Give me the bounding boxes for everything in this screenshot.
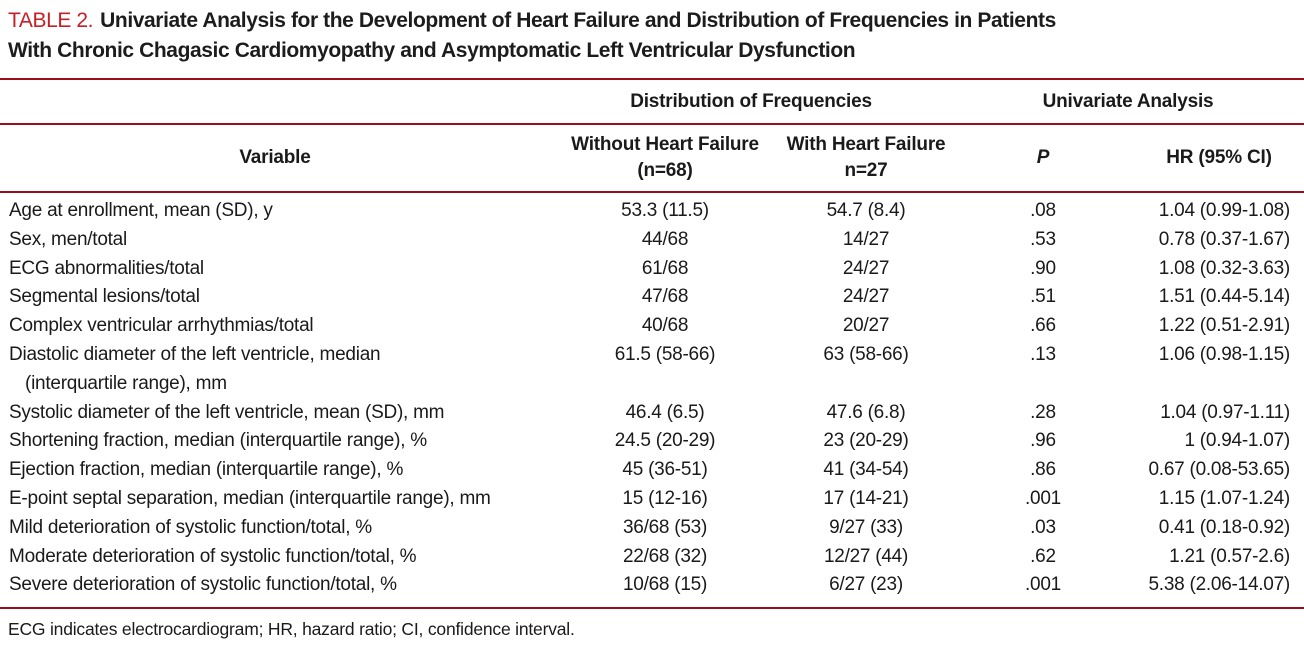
column-header-without-hf: Without Heart Failure (n=68) <box>550 124 780 193</box>
variable-cell: Diastolic diameter of the left ventricle… <box>9 343 381 394</box>
table-footnote: ECG indicates electrocardiogram; HR, haz… <box>8 619 575 640</box>
without-hf-cell: 61/68 <box>641 257 689 279</box>
with-hf-cell: 41 (34-54) <box>823 459 909 481</box>
group-header-distribution: Distribution of Frequencies <box>550 79 952 125</box>
with-hf-cell: 24/27 <box>842 257 890 279</box>
variable-cell: Systolic diameter of the left ventricle,… <box>9 401 445 423</box>
hr-ci-cell: 1.08 (0.32-3.63) <box>1158 257 1290 279</box>
variable-cell: E-point septal separation, median (inter… <box>9 487 491 509</box>
without-hf-cell: 47/68 <box>641 286 689 308</box>
variable-cell: Ejection fraction, median (interquartile… <box>9 459 404 481</box>
table-header: Distribution of Frequencies Univariate A… <box>0 79 1304 193</box>
p-value-cell: .53 <box>1030 228 1056 250</box>
hr-ci-cell: 1.15 (1.07-1.24) <box>1158 487 1290 509</box>
variable-cell: Complex ventricular arrhythmias/total <box>9 315 314 337</box>
table-row: Segmental lesions/total 47/68 24/27 .51 … <box>0 283 1304 312</box>
with-hf-cell: 23 (20-29) <box>823 430 909 452</box>
with-hf-cell: 47.6 (6.8) <box>826 401 906 423</box>
without-hf-cell: 36/68 (53) <box>622 516 708 538</box>
with-hf-cell: 12/27 (44) <box>823 545 909 567</box>
with-hf-cell: 17 (14-21) <box>823 487 909 509</box>
table-body: Age at enrollment, mean (SD), y 53.3 (11… <box>0 192 1304 608</box>
without-hf-cell: 24.5 (20-29) <box>614 430 716 452</box>
p-value-cell: .001 <box>1025 574 1061 596</box>
table-number-label: TABLE 2. <box>8 9 94 32</box>
group-header-row: Distribution of Frequencies Univariate A… <box>0 79 1304 125</box>
table-row: E-point septal separation, median (inter… <box>0 485 1304 514</box>
with-hf-cell: 54.7 (8.4) <box>826 200 906 221</box>
column-header-row: Variable Without Heart Failure (n=68) Wi… <box>0 124 1304 193</box>
p-value-cell: .66 <box>1030 315 1056 337</box>
p-value-cell: .03 <box>1030 516 1056 538</box>
with-hf-cell: 9/27 (33) <box>829 516 903 538</box>
p-value-cell: .28 <box>1030 401 1056 423</box>
hr-ci-cell: 1.04 (0.99-1.08) <box>1158 200 1290 221</box>
table-row: ECG abnormalities/total 61/68 24/27 .90 … <box>0 255 1304 284</box>
variable-cell: Mild deterioration of systolic function/… <box>9 516 372 538</box>
with-hf-cell: 20/27 <box>842 315 890 337</box>
table-row: Sex, men/total 44/68 14/27 .53 0.78 (0.3… <box>0 226 1304 255</box>
table-row: Moderate deterioration of systolic funct… <box>0 543 1304 572</box>
empty-spanner-cell <box>0 79 550 125</box>
without-hf-cell: 53.3 (11.5) <box>621 200 709 221</box>
variable-cell: Segmental lesions/total <box>9 286 200 308</box>
p-value-cell: .90 <box>1030 257 1056 279</box>
with-hf-cell: 6/27 (23) <box>829 574 903 596</box>
table-title: TABLE 2. Univariate Analysis for the Deve… <box>0 6 1304 66</box>
hr-ci-cell: 1.06 (0.98-1.15) <box>1158 343 1290 365</box>
with-hf-cell: 63 (58-66) <box>823 343 909 365</box>
variable-cell: Shortening fraction, median (interquarti… <box>9 430 427 452</box>
column-header-variable: Variable <box>0 124 550 193</box>
table-row: Mild deterioration of systolic function/… <box>0 514 1304 543</box>
without-hf-cell: 15 (12-16) <box>622 487 708 509</box>
p-value-cell: .96 <box>1030 430 1056 452</box>
p-value-cell: .86 <box>1030 459 1056 481</box>
column-header-with-hf: With Heart Failure n=27 <box>780 124 952 193</box>
without-hf-cell: 22/68 (32) <box>622 545 708 567</box>
hr-ci-cell: 1.04 (0.97-1.11) <box>1160 401 1290 423</box>
p-value-cell: .62 <box>1030 545 1056 567</box>
table-row: Severe deterioration of systolic functio… <box>0 571 1304 608</box>
hr-ci-cell: 1.21 (0.57-2.6) <box>1169 545 1290 567</box>
table-row: Age at enrollment, mean (SD), y 53.3 (11… <box>0 192 1304 226</box>
p-value-cell: .001 <box>1025 487 1061 509</box>
variable-cell: Age at enrollment, mean (SD), y <box>9 200 273 221</box>
p-value-cell: .08 <box>1030 200 1056 221</box>
group-header-univariate: Univariate Analysis <box>952 79 1304 125</box>
hr-ci-cell: 0.78 (0.37-1.67) <box>1158 228 1290 250</box>
variable-cell: ECG abnormalities/total <box>9 257 204 279</box>
without-hf-cell: 40/68 <box>641 315 689 337</box>
hr-ci-cell: 5.38 (2.06-14.07) <box>1148 574 1290 596</box>
variable-cell: Moderate deterioration of systolic funct… <box>9 545 417 567</box>
without-hf-cell: 10/68 (15) <box>622 574 708 596</box>
variable-cell: Severe deterioration of systolic functio… <box>9 574 397 596</box>
table-row: Systolic diameter of the left ventricle,… <box>0 399 1304 428</box>
hr-ci-cell: 0.67 (0.08-53.65) <box>1148 459 1290 481</box>
table-row: Shortening fraction, median (interquarti… <box>0 427 1304 456</box>
variable-cell: Sex, men/total <box>9 228 127 250</box>
univariate-analysis-table: Distribution of Frequencies Univariate A… <box>0 78 1304 610</box>
p-value-cell: .13 <box>1030 343 1056 365</box>
column-header-p: P <box>952 124 1134 193</box>
table-caption: Univariate Analysis for the Development … <box>8 9 1056 62</box>
without-hf-cell: 61.5 (58-66) <box>614 343 716 365</box>
with-hf-cell: 24/27 <box>842 286 890 308</box>
without-hf-cell: 46.4 (6.5) <box>625 401 705 423</box>
table-row: Complex ventricular arrhythmias/total 40… <box>0 312 1304 341</box>
without-hf-cell: 45 (36-51) <box>622 459 708 481</box>
column-header-hr-ci: HR (95% CI) <box>1134 124 1304 193</box>
without-hf-cell: 44/68 <box>641 228 689 250</box>
hr-ci-cell: 1.51 (0.44-5.14) <box>1158 286 1290 308</box>
table-row: Ejection fraction, median (interquartile… <box>0 456 1304 485</box>
with-hf-cell: 14/27 <box>842 228 890 250</box>
p-value-cell: .51 <box>1030 286 1056 308</box>
hr-ci-cell: 1 (0.94-1.07) <box>1184 430 1290 452</box>
hr-ci-cell: 0.41 (0.18-0.92) <box>1158 516 1290 538</box>
table-row: Diastolic diameter of the left ventricle… <box>0 341 1304 399</box>
hr-ci-cell: 1.22 (0.51-2.91) <box>1158 315 1290 337</box>
